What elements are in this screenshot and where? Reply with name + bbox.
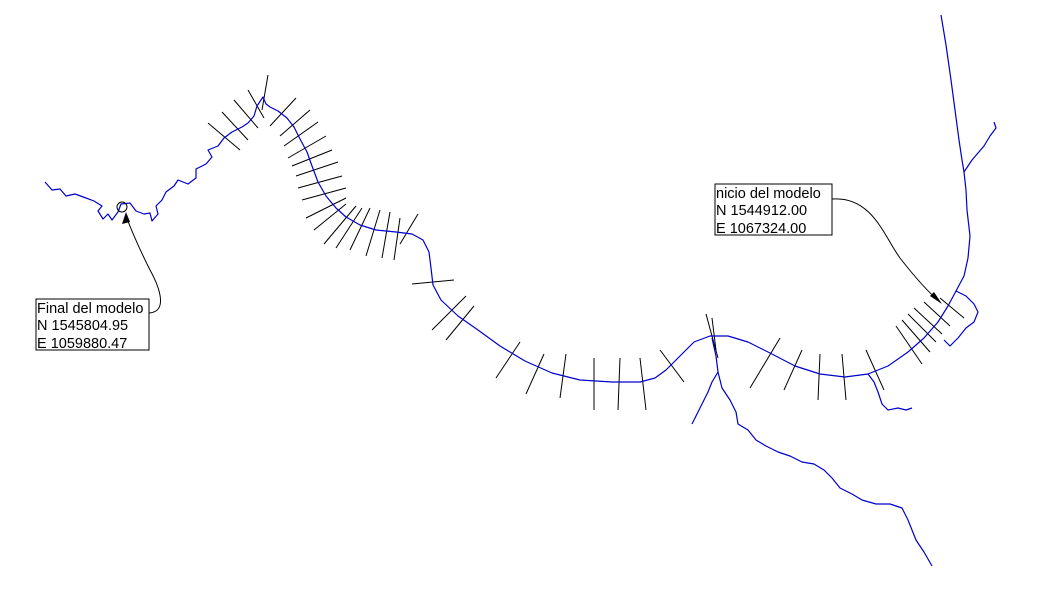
cross-section-line — [381, 211, 391, 259]
cross-section-line — [431, 295, 467, 331]
cross-section-line — [295, 161, 339, 177]
southern-tributary — [711, 337, 933, 567]
cross-section-line — [913, 307, 943, 335]
cross-section-line — [617, 357, 621, 411]
cross-section-line — [639, 357, 647, 411]
cross-section-line — [907, 313, 937, 343]
cross-section-line — [233, 99, 259, 129]
cross-section-line — [895, 325, 923, 365]
western-tributary-branch — [691, 371, 719, 425]
start-label-north: N 1544912.00 — [716, 203, 807, 219]
cross-section-line — [901, 319, 931, 353]
cross-section-line — [287, 135, 327, 159]
main-river-channel — [44, 96, 997, 383]
cross-section-line — [207, 122, 241, 151]
end-point-marker — [116, 201, 128, 213]
meander-near-start — [943, 290, 979, 347]
cross-section-line — [711, 317, 717, 351]
end-label-title: Final del modelo — [37, 301, 143, 317]
cross-section-line — [313, 203, 347, 231]
cross-section-line — [939, 297, 965, 319]
cross-section-line — [323, 205, 357, 245]
end-arrowhead — [122, 212, 130, 224]
cross-section-line — [445, 305, 475, 341]
cross-section-line — [393, 217, 401, 261]
cross-section-line — [865, 349, 885, 391]
cross-section-line — [659, 349, 685, 383]
cross-section-line — [301, 187, 347, 201]
end-label-north: N 1545804.95 — [37, 318, 128, 334]
start-arrowhead — [930, 292, 942, 304]
cross-sections — [207, 74, 965, 411]
cross-section-line — [399, 213, 419, 245]
cross-section-line — [365, 209, 381, 257]
end-label: Final del modelo N 1545804.95 E 1059880.… — [35, 298, 150, 352]
cross-section-line — [297, 175, 343, 189]
cross-section-line — [279, 109, 311, 137]
start-label: nicio del modelo N 1544912.00 E 1067324.… — [714, 183, 833, 237]
cross-section-line — [247, 89, 265, 119]
tributary-lower-right-branch — [867, 373, 913, 411]
end-leader-line — [125, 215, 162, 314]
start-label-box — [714, 183, 833, 236]
start-label-title: nicio del modelo — [716, 186, 821, 202]
cross-section-line — [305, 197, 347, 219]
cross-section-line — [525, 353, 545, 395]
cross-section-line — [349, 207, 371, 251]
cross-section-line — [495, 341, 521, 379]
cross-section-line — [749, 337, 781, 389]
cross-section-line — [221, 111, 249, 141]
cross-section-line — [817, 353, 821, 401]
cross-section-line — [283, 121, 319, 147]
cross-section-line — [291, 149, 333, 167]
start-leader-line — [831, 198, 941, 303]
end-label-box — [35, 298, 150, 351]
tributary-upper-right — [940, 14, 965, 173]
cross-section-line — [783, 349, 803, 391]
cross-section-line — [923, 301, 951, 327]
cross-section-line — [261, 74, 269, 111]
cross-section-line — [335, 207, 363, 249]
end-label-east: E 1059880.47 — [37, 336, 127, 352]
start-label-east: E 1067324.00 — [716, 221, 806, 237]
cross-section-line — [269, 97, 297, 127]
